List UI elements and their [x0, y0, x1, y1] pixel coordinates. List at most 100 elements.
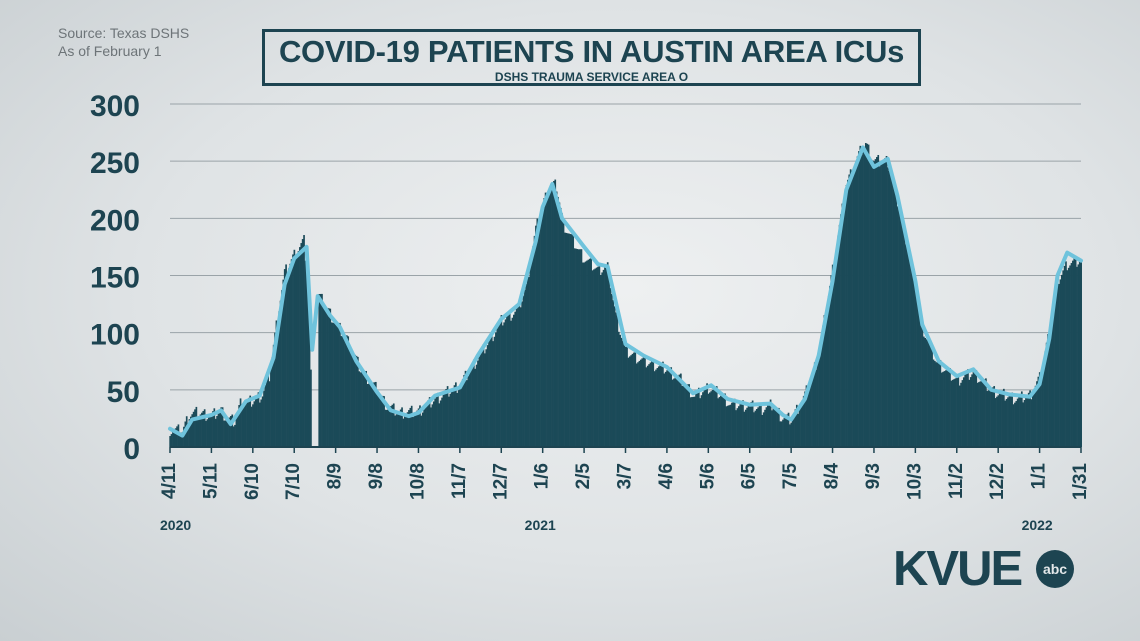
daily-bar: [649, 362, 652, 447]
daily-bar: [330, 322, 333, 447]
daily-bar: [684, 384, 686, 447]
daily-bar: [691, 397, 693, 447]
daily-bar: [525, 283, 528, 447]
daily-bar: [408, 410, 410, 447]
daily-bar: [946, 369, 949, 447]
daily-bar: [477, 360, 479, 447]
daily-bar: [434, 398, 437, 447]
daily-bar: [297, 251, 300, 447]
daily-bar: [881, 162, 884, 447]
daily-bar: [246, 400, 249, 447]
daily-bar: [934, 360, 936, 447]
daily-bar: [641, 358, 644, 447]
daily-bar: [267, 373, 269, 447]
daily-bar: [372, 382, 374, 447]
daily-bar: [801, 400, 804, 447]
year-label: 2020: [160, 517, 191, 533]
daily-bar: [656, 368, 659, 447]
daily-bar: [381, 395, 384, 447]
daily-bar: [441, 397, 443, 447]
daily-bar: [537, 224, 540, 447]
daily-bar: [209, 415, 212, 447]
daily-bar: [888, 171, 891, 447]
daily-bar: [735, 410, 737, 447]
daily-bar: [791, 418, 794, 447]
daily-bar: [178, 435, 181, 447]
daily-bar: [562, 218, 565, 447]
daily-bar: [261, 396, 264, 447]
x-tick-label: 1/31: [1070, 463, 1091, 500]
daily-bar: [693, 396, 696, 447]
daily-bar: [517, 305, 519, 447]
daily-bar: [336, 323, 339, 447]
daily-bar: [584, 261, 587, 447]
daily-bar: [587, 259, 590, 447]
x-tick-label: 8/4: [822, 463, 843, 490]
daily-bar: [340, 336, 343, 447]
daily-bar: [307, 285, 310, 447]
daily-bar: [463, 374, 465, 447]
daily-bar: [479, 352, 482, 447]
daily-bar: [174, 428, 177, 447]
daily-bar: [180, 433, 183, 447]
daily-bar: [943, 371, 946, 447]
daily-bar: [521, 301, 523, 447]
daily-bar: [398, 411, 401, 447]
daily-bar: [471, 363, 474, 447]
source-note: Source: Texas DSHS As of February 1: [58, 24, 189, 60]
daily-bar: [413, 414, 416, 447]
daily-bar: [860, 155, 863, 447]
daily-bar: [663, 373, 666, 447]
daily-bar: [674, 377, 677, 447]
daily-bar: [1033, 390, 1036, 447]
daily-bar: [695, 393, 697, 447]
daily-bar: [573, 248, 576, 447]
daily-bar: [561, 213, 563, 447]
daily-bar: [299, 247, 301, 447]
daily-bar: [421, 412, 424, 447]
daily-bar: [747, 405, 750, 447]
daily-bar: [960, 382, 962, 447]
x-tick-label: 8/9: [325, 463, 346, 489]
average-line: [168, 145, 1083, 438]
daily-bar: [450, 390, 453, 447]
daily-bar: [547, 195, 550, 447]
daily-bar: [648, 364, 650, 447]
daily-bar: [757, 407, 759, 447]
daily-bar: [374, 381, 377, 447]
y-tick-label: 100: [90, 319, 140, 352]
daily-bar: [1052, 306, 1055, 447]
daily-bar: [900, 218, 903, 447]
daily-bar: [1001, 390, 1004, 447]
daily-bar: [951, 379, 954, 447]
daily-bar: [468, 371, 471, 447]
daily-bar: [822, 325, 824, 447]
daily-bar: [205, 420, 207, 447]
daily-bar: [412, 417, 414, 447]
daily-bar: [544, 192, 547, 447]
daily-bar: [986, 391, 989, 447]
x-tick-label: 6/10: [242, 463, 263, 500]
daily-bar: [328, 308, 330, 447]
daily-bar: [831, 264, 834, 447]
daily-bar: [176, 426, 178, 447]
daily-bar: [602, 269, 605, 447]
daily-bar: [265, 379, 268, 447]
daily-bar: [355, 355, 358, 447]
daily-bar: [823, 315, 826, 447]
daily-bar: [253, 401, 256, 447]
daily-bar: [630, 355, 633, 447]
daily-bar: [840, 214, 842, 447]
daily-bar: [954, 378, 957, 447]
daily-bar: [499, 319, 501, 447]
daily-bar: [439, 400, 442, 447]
daily-bar: [1007, 397, 1009, 447]
daily-bar: [953, 379, 955, 447]
daily-bar: [1005, 398, 1008, 447]
daily-bar: [384, 409, 387, 447]
daily-bar: [1027, 392, 1030, 447]
daily-bar: [685, 384, 688, 447]
daily-bar: [1076, 266, 1078, 447]
daily-bar: [997, 395, 1000, 447]
daily-bar: [633, 352, 635, 447]
